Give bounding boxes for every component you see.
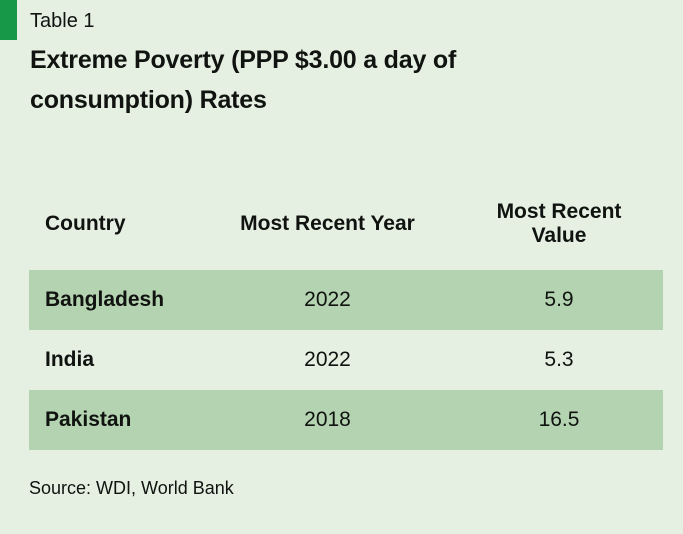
table-header-row: Country Most Recent Year Most Recent Val… (29, 195, 663, 252)
cell-country: Bangladesh (45, 288, 165, 311)
accent-bar (0, 0, 17, 40)
source-note: Source: WDI, World Bank (29, 478, 234, 498)
table-title: Extreme Poverty (PPP $3.00 a day of cons… (30, 46, 457, 114)
column-header-year: Most Recent Year (240, 211, 415, 235)
cell-country: Pakistan (45, 408, 132, 431)
table-body: Bangladesh 2022 5.9 India 2022 5.3 Pakis… (29, 270, 663, 450)
cell-value: 5.9 (544, 288, 574, 311)
table-number-label: Table 1 (30, 10, 95, 32)
table-row: India 2022 5.3 (29, 330, 663, 390)
cell-value: 16.5 (538, 408, 580, 431)
table-row: Bangladesh 2022 5.9 (29, 270, 663, 330)
column-header-value: Most Recent Value (496, 199, 622, 247)
table-row: Pakistan 2018 16.5 (29, 390, 663, 450)
cell-year: 2018 (304, 408, 351, 431)
column-header-country: Country (45, 211, 126, 235)
poverty-table: Country Most Recent Year Most Recent Val… (29, 195, 663, 450)
cell-value: 5.3 (544, 348, 574, 371)
cell-year: 2022 (304, 288, 351, 311)
cell-year: 2022 (304, 348, 351, 371)
cell-country: India (45, 348, 95, 371)
